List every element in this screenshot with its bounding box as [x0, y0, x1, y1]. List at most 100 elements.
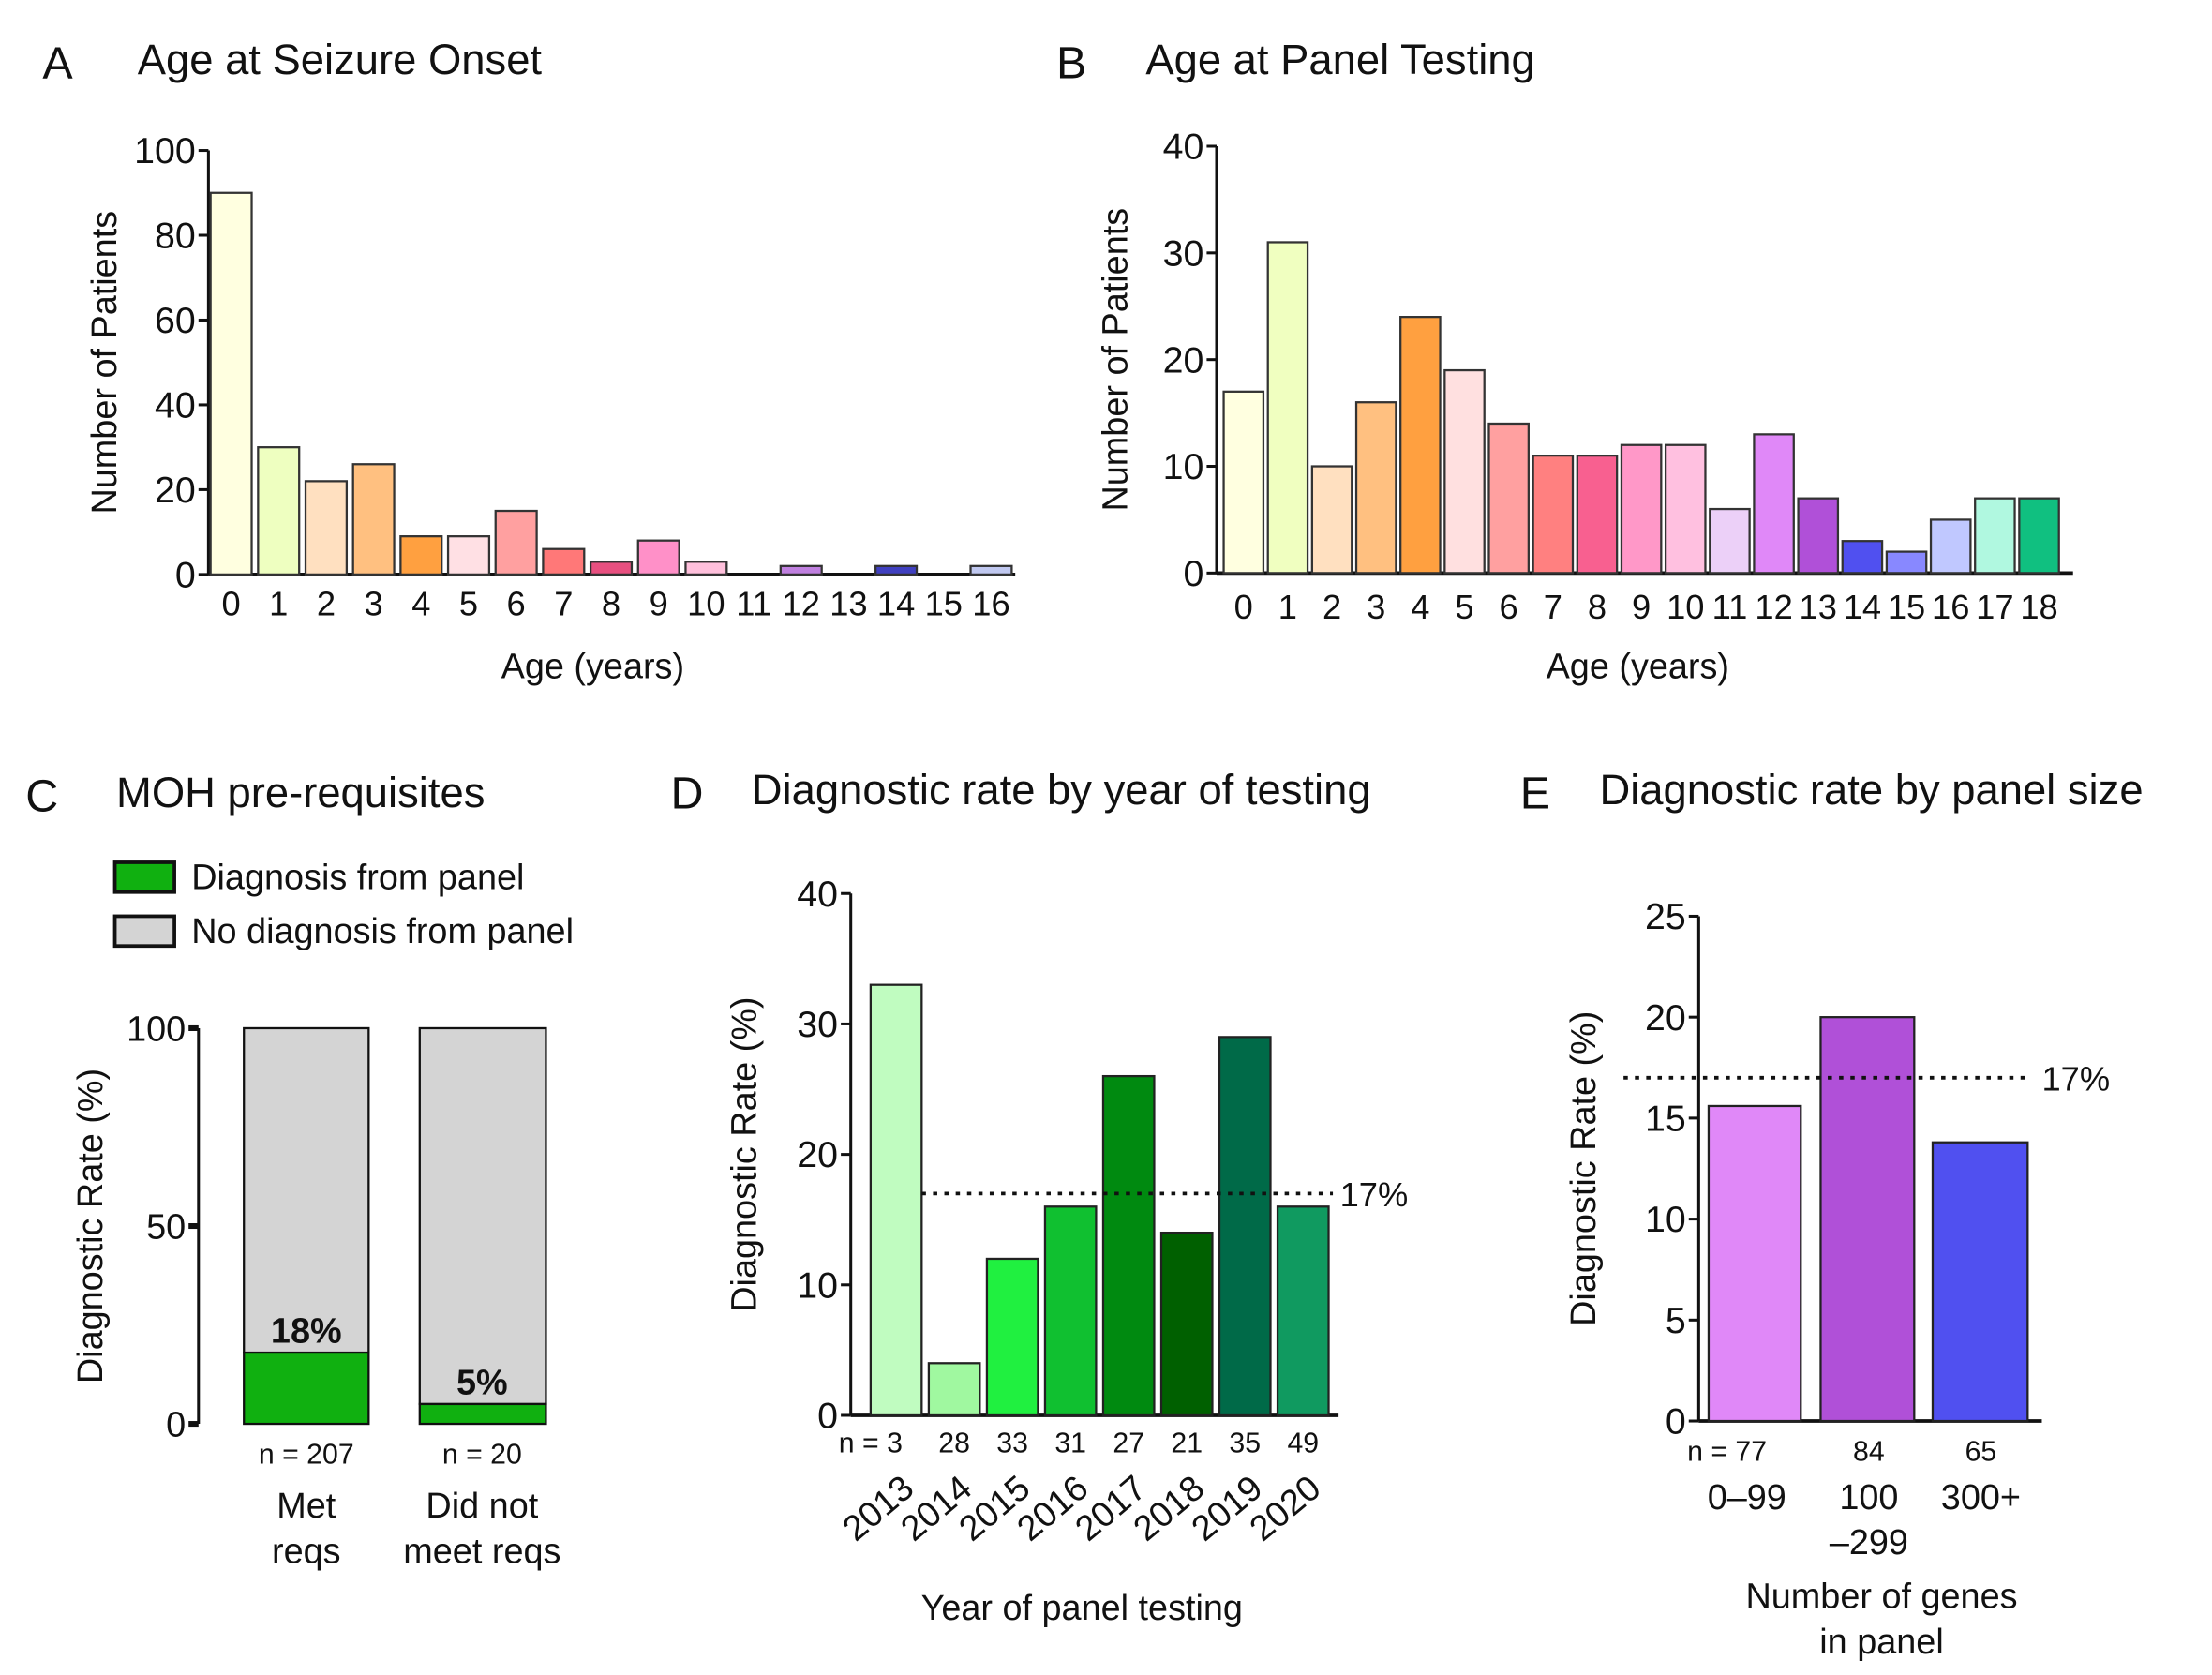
panel-letter: E	[1520, 768, 1550, 818]
y-tick-label: 60	[155, 300, 196, 341]
panel-letter: B	[1056, 37, 1086, 88]
x-axis-label: Age (years)	[1547, 647, 1729, 686]
x-axis-label: Age (years)	[501, 647, 684, 686]
bar	[1885, 550, 1928, 575]
x-tick-label: 4	[411, 585, 430, 623]
legend-swatch	[112, 860, 176, 894]
bar	[446, 535, 491, 576]
chart-title: Age at Seizure Onset	[138, 36, 543, 83]
x-tick-label: 12	[1755, 588, 1792, 626]
x-tick-label: 5	[1455, 588, 1473, 626]
x-tick-label: 1	[269, 585, 288, 623]
x-tick-label: 2	[317, 585, 336, 623]
bar	[399, 535, 443, 576]
bar	[1974, 497, 2016, 575]
y-tick-label: 15	[1645, 1099, 1686, 1140]
bar	[1753, 433, 1795, 575]
bar	[1664, 443, 1707, 575]
n-label: 31	[1054, 1428, 1086, 1458]
bar	[304, 480, 349, 576]
legend-label: Diagnosis from panel	[191, 859, 524, 898]
bar	[869, 983, 923, 1417]
x-tick-label: 16	[972, 585, 1009, 623]
data-label: 5%	[456, 1363, 508, 1402]
n-label: 65	[1965, 1436, 1997, 1467]
bar	[1222, 390, 1265, 575]
chart-title: MOH pre-requisites	[116, 769, 485, 816]
bar	[257, 446, 301, 576]
x-tick-label: Met	[276, 1487, 336, 1526]
y-tick-label: 0	[817, 1396, 838, 1437]
n-label: n = 207	[259, 1439, 354, 1470]
y-tick-label: 100	[134, 130, 196, 172]
bar-segment-no-diagnosis	[418, 1026, 547, 1406]
chart-title: Diagnostic rate by panel size	[1599, 766, 2143, 814]
x-tick-label: 2	[1323, 588, 1341, 626]
bar	[1929, 518, 1972, 575]
panel-letter: C	[25, 771, 58, 822]
n-label: 27	[1113, 1428, 1144, 1458]
x-tick-label: 0	[1234, 588, 1253, 626]
y-tick-label: 0	[1184, 553, 1204, 594]
y-tick-label: 40	[797, 874, 838, 915]
y-tick-label: 80	[155, 216, 196, 257]
x-tick-label: 100	[1839, 1478, 1898, 1518]
bar	[351, 463, 396, 576]
legend-label: No diagnosis from panel	[191, 912, 574, 951]
data-label: 18%	[271, 1311, 342, 1351]
x-tick-label: 11	[736, 585, 771, 623]
x-tick-label: 5	[459, 585, 478, 623]
bar	[1707, 1104, 1802, 1423]
n-label: 84	[1853, 1436, 1885, 1467]
y-tick-label: 40	[1163, 127, 1204, 168]
panel-letter: D	[671, 768, 704, 818]
bar	[1487, 422, 1530, 575]
bar	[779, 564, 823, 576]
bar	[874, 564, 919, 576]
bar	[1576, 455, 1619, 575]
n-label: 21	[1171, 1428, 1203, 1458]
bar	[2018, 497, 2060, 575]
x-tick-label: 3	[1367, 588, 1385, 626]
y-tick-label: 20	[155, 470, 196, 511]
x-tick-label: 10	[1666, 588, 1704, 626]
y-tick-label: 25	[1645, 896, 1686, 937]
y-tick-label: 0	[166, 1406, 186, 1445]
bar	[1532, 455, 1575, 575]
x-tick-label: 7	[1544, 588, 1562, 626]
bar	[636, 539, 680, 576]
x-tick-label: 300+	[1941, 1478, 2021, 1518]
reference-label: 17%	[2041, 1059, 2110, 1098]
bar	[1709, 507, 1751, 575]
n-label: 49	[1287, 1428, 1319, 1458]
reference-label: 17%	[1340, 1175, 1409, 1214]
x-tick-label: 8	[1588, 588, 1607, 626]
x-axis-label: in panel	[1819, 1623, 1943, 1662]
x-tick-label: 9	[650, 585, 668, 623]
x-tick-label: 4	[1411, 588, 1429, 626]
y-tick-label: 5	[1666, 1300, 1686, 1341]
x-tick-label: 15	[925, 585, 963, 623]
x-tick-label: 14	[1844, 588, 1881, 626]
y-tick-label: 20	[1163, 339, 1204, 381]
x-tick-label: 11	[1712, 588, 1748, 626]
x-tick-label: 12	[783, 585, 820, 623]
y-tick-label: 30	[1163, 232, 1204, 274]
legend-swatch	[112, 914, 176, 949]
bar	[1797, 497, 1840, 575]
bar	[1443, 368, 1486, 575]
n-label: 35	[1229, 1428, 1261, 1458]
y-tick-label: 0	[175, 554, 196, 595]
y-tick-label: 50	[146, 1208, 186, 1248]
y-tick-label: 40	[155, 385, 196, 426]
n-label: n = 77	[1687, 1436, 1767, 1467]
n-label: 28	[938, 1428, 970, 1458]
x-tick-label: Did not	[426, 1487, 538, 1526]
n-label: n = 20	[442, 1439, 522, 1470]
bar-segment-diagnosis	[243, 1351, 370, 1426]
bar	[209, 191, 253, 576]
y-axis-label: Number of Patients	[85, 211, 125, 515]
x-tick-label: 14	[877, 585, 915, 623]
bar	[927, 1362, 981, 1417]
x-tick-label: meet reqs	[403, 1532, 560, 1571]
